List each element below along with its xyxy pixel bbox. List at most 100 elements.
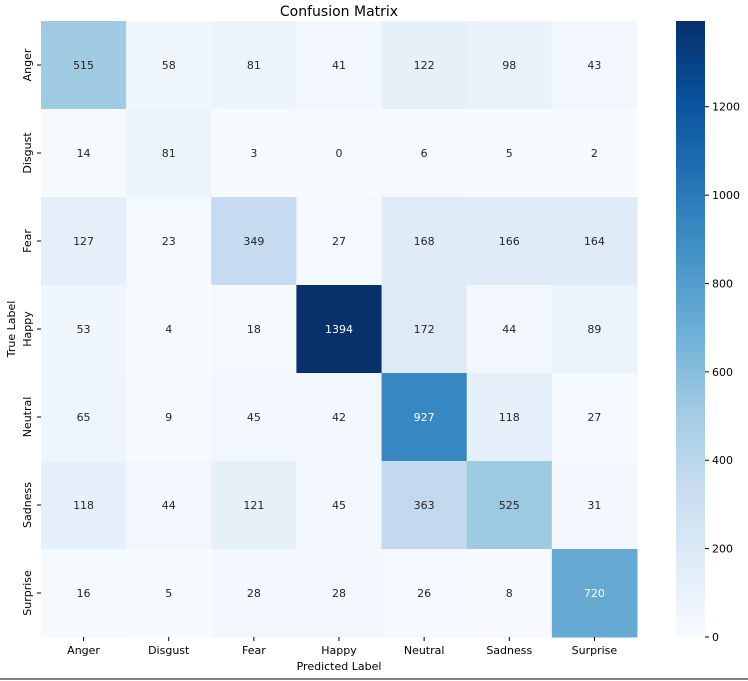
colorbar [676, 21, 705, 637]
y-axis-label: True Label [5, 301, 18, 359]
cell-value: 44 [162, 499, 176, 512]
heatmap-cell [296, 549, 383, 638]
heatmap-cell [551, 285, 638, 374]
heatmap-cell [126, 197, 212, 286]
heatmap-cell [296, 373, 383, 462]
heatmap-cell [126, 373, 212, 462]
cell-value: 525 [499, 499, 520, 512]
heatmap-cell [211, 373, 297, 462]
heatmap-cell [381, 21, 468, 110]
cell-value: 89 [587, 323, 601, 336]
heatmap-cell [381, 461, 468, 550]
cell-value: 166 [499, 235, 520, 248]
y-tick-label: Happy [21, 311, 34, 347]
heatmap-cell [551, 373, 638, 462]
heatmap-cell [211, 461, 297, 550]
heatmap-cell [466, 285, 553, 374]
cell-value: 42 [332, 411, 346, 424]
heatmap-cell [381, 373, 468, 462]
x-tick-label: Anger [67, 644, 100, 657]
cell-value: 5 [506, 147, 513, 160]
cell-value: 28 [247, 587, 261, 600]
cell-value: 349 [243, 235, 264, 248]
cell-value: 45 [332, 499, 346, 512]
heatmap-cell [296, 197, 383, 286]
heatmap-cell [551, 549, 638, 638]
heatmap-cell [41, 549, 127, 638]
heatmap-cell [211, 285, 297, 374]
cell-value: 3 [250, 147, 257, 160]
heatmap-cell [381, 549, 468, 638]
colorbar-tick-label: 200 [712, 543, 733, 556]
heatmap-cell [466, 109, 553, 198]
cell-value: 14 [77, 147, 91, 160]
colorbar-tick-label: 1000 [712, 189, 740, 202]
heatmap-cell [466, 21, 553, 110]
cell-value: 16 [77, 587, 91, 600]
heatmap-cell [296, 285, 383, 374]
cell-value: 44 [502, 323, 516, 336]
heatmap-cell [296, 21, 383, 110]
heatmap-cell [381, 109, 468, 198]
heatmap-cell [296, 109, 383, 198]
heatmap-cell [211, 109, 297, 198]
cell-value: 8 [506, 587, 513, 600]
x-tick-label: Surprise [572, 644, 618, 657]
cell-value: 927 [414, 411, 435, 424]
x-tick-label: Happy [321, 644, 357, 657]
cell-value: 515 [73, 59, 94, 72]
x-tick-labels: Anger Disgust Fear Happy Neutral Sadness Surpr… [67, 637, 617, 657]
y-tick-label: Neutral [21, 397, 34, 438]
y-tick-label: Sadness [21, 482, 34, 528]
cell-value: 45 [247, 411, 261, 424]
y-tick-label: Fear [21, 229, 34, 253]
colorbar-tick-label: 800 [712, 277, 733, 290]
x-axis-label: Predicted Label [297, 660, 382, 673]
cell-value: 0 [336, 147, 343, 160]
cell-value: 2 [591, 147, 598, 160]
colorbar-tick-label: 0 [712, 631, 719, 644]
heatmap-cell [466, 461, 553, 550]
cell-value: 81 [162, 147, 176, 160]
heatmap-cell [381, 285, 468, 374]
y-tick-labels: Anger Disgust Fear Happy Neutral Sadness Surpr… [21, 48, 41, 616]
heatmap-cell [126, 109, 212, 198]
chart-title: Confusion Matrix [280, 4, 398, 20]
cell-value: 23 [162, 235, 176, 248]
heatmap-cell [126, 21, 212, 110]
cell-value: 53 [77, 323, 91, 336]
y-tick-label: Disgust [21, 132, 34, 174]
x-tick-label: Neutral [404, 644, 445, 657]
cell-value: 18 [247, 323, 261, 336]
colorbar-tick-label: 600 [712, 366, 733, 379]
heatmap-cell [41, 109, 127, 198]
cell-value: 363 [414, 499, 435, 512]
cell-value: 5 [165, 587, 172, 600]
heatmap-cell [466, 549, 553, 638]
heatmap-cell [41, 373, 127, 462]
cell-value: 6 [421, 147, 428, 160]
cell-value: 118 [499, 411, 520, 424]
x-tick-label: Disgust [148, 644, 190, 657]
heatmap-cell [41, 197, 127, 286]
colorbar-tick-label: 1200 [712, 101, 740, 114]
heatmap-cell [551, 109, 638, 198]
cell-value: 121 [243, 499, 264, 512]
cell-value: 118 [73, 499, 94, 512]
cell-value: 41 [332, 59, 346, 72]
cell-value: 26 [417, 587, 431, 600]
heatmap-cell [126, 285, 212, 374]
colorbar-ticks: 0 200 400 600 800 1000 1200 [705, 101, 740, 644]
heatmap-cell [211, 21, 297, 110]
x-tick-label: Fear [242, 644, 266, 657]
cell-value: 43 [587, 59, 601, 72]
cell-value: 65 [77, 411, 91, 424]
cell-value: 127 [73, 235, 94, 248]
cell-value: 172 [414, 323, 435, 336]
cell-value: 164 [584, 235, 605, 248]
cell-value: 58 [162, 59, 176, 72]
heatmap-cell [126, 549, 212, 638]
heatmap-cell [466, 373, 553, 462]
cell-value: 27 [587, 411, 601, 424]
